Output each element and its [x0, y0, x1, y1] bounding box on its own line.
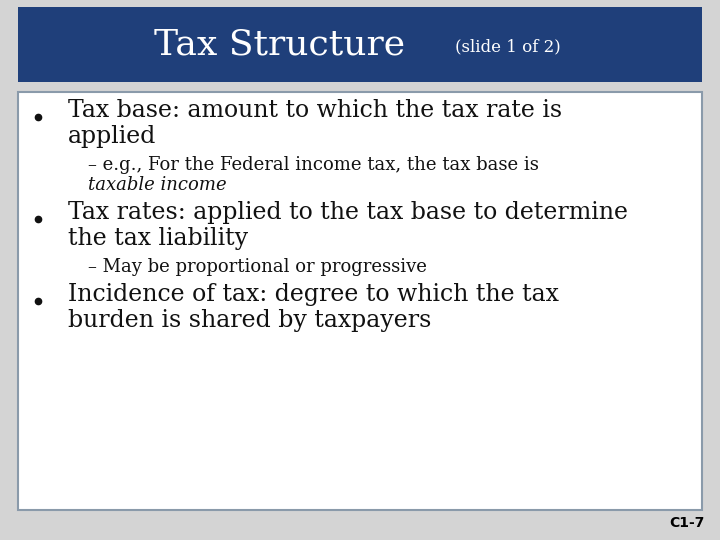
Text: – e.g., For the Federal income tax, the tax base is: – e.g., For the Federal income tax, the …: [88, 156, 539, 174]
Text: (slide 1 of 2): (slide 1 of 2): [455, 38, 561, 55]
Text: taxable income: taxable income: [88, 176, 227, 194]
Text: C1-7: C1-7: [670, 516, 705, 530]
Text: – May be proportional or progressive: – May be proportional or progressive: [88, 258, 427, 276]
FancyBboxPatch shape: [18, 92, 702, 510]
Text: applied: applied: [68, 125, 156, 148]
Text: the tax liability: the tax liability: [68, 227, 248, 250]
Text: Tax rates: applied to the tax base to determine: Tax rates: applied to the tax base to de…: [68, 201, 628, 224]
Text: Incidence of tax: degree to which the tax: Incidence of tax: degree to which the ta…: [68, 283, 559, 306]
Text: Tax Structure: Tax Structure: [154, 28, 405, 62]
Text: Tax base: amount to which the tax rate is: Tax base: amount to which the tax rate i…: [68, 99, 562, 122]
Text: burden is shared by taxpayers: burden is shared by taxpayers: [68, 309, 431, 332]
FancyBboxPatch shape: [18, 7, 702, 82]
